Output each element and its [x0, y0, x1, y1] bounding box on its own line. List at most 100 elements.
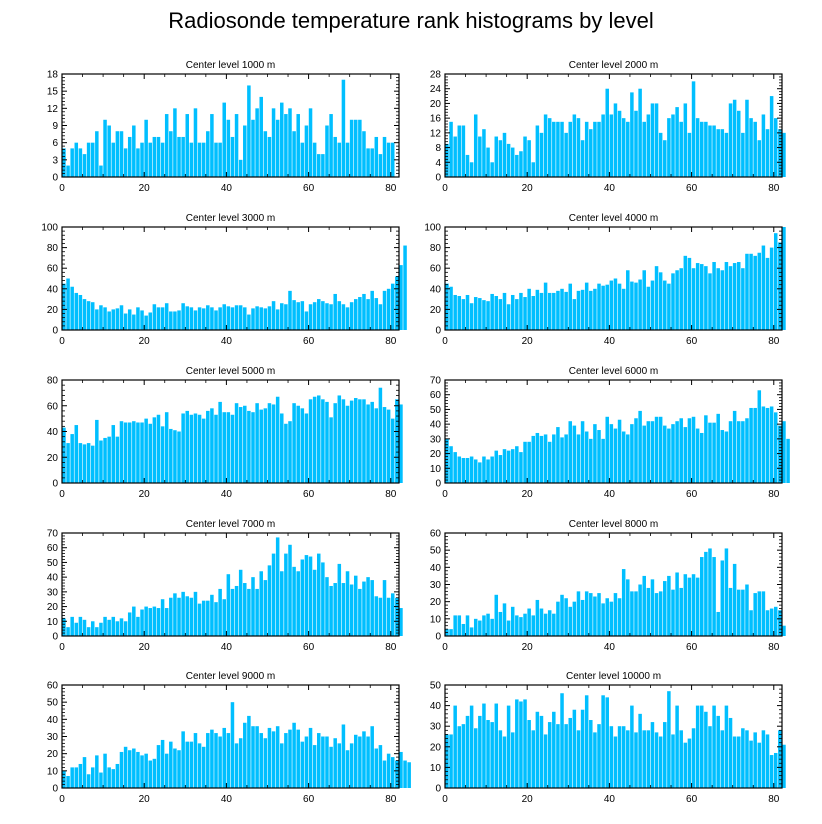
histogram-bar [613, 736, 618, 788]
histogram-bar [177, 136, 181, 177]
histogram-bar [667, 118, 671, 177]
histogram-bar [724, 705, 729, 788]
histogram-bar [189, 597, 194, 636]
histogram-bar [679, 418, 683, 483]
histogram-bar [353, 398, 358, 483]
histogram-bar [148, 312, 153, 330]
histogram-bar [642, 425, 646, 483]
histogram-bar [333, 738, 337, 788]
histogram-bar [312, 142, 317, 177]
histogram-bar [691, 81, 696, 177]
histogram-bar [370, 290, 374, 330]
y-tick-label: 50 [430, 546, 442, 557]
histogram-bar [370, 580, 374, 636]
y-tick-label: 40 [430, 701, 442, 712]
panel-4: Center level 4000 m 0 20 40 60 80 100 0 20 40 60 80 [424, 213, 786, 347]
histogram-bar [457, 125, 462, 177]
histogram-bar [152, 758, 157, 788]
histogram-bar [263, 308, 268, 330]
histogram-bar [560, 288, 564, 330]
histogram-bar [386, 142, 391, 177]
histogram-bar [136, 616, 140, 636]
histogram-bar [732, 99, 737, 177]
histogram-bar [630, 424, 634, 483]
histogram-bar [712, 262, 716, 330]
histogram-bar [728, 103, 733, 177]
histogram-bar [259, 96, 263, 177]
histogram-bar [403, 760, 407, 788]
y-tick-label: 20 [430, 742, 442, 753]
histogram-bar [494, 594, 499, 636]
histogram-bar [691, 574, 696, 636]
histogram-bar [238, 159, 243, 177]
histogram-bar [103, 753, 107, 788]
histogram-bar [515, 299, 519, 330]
histogram-bar [449, 446, 453, 483]
histogram-bar [308, 304, 313, 330]
histogram-bar [708, 422, 712, 483]
histogram-bar [584, 431, 589, 483]
plot-frame [444, 73, 783, 178]
histogram-bar [288, 108, 292, 177]
x-tick-label: 60 [303, 794, 315, 805]
histogram-bar [362, 731, 366, 788]
x-tick-label: 0 [442, 183, 448, 194]
x-tick-label: 40 [604, 489, 616, 500]
histogram-bar [572, 425, 577, 483]
histogram-bar [399, 265, 403, 330]
histogram-bar [683, 255, 688, 330]
histogram-bar [152, 304, 157, 330]
histogram-bar [271, 553, 276, 636]
histogram-bar [457, 296, 462, 330]
histogram-bar [465, 154, 470, 177]
histogram-bar [345, 142, 350, 177]
histogram-bar [222, 727, 226, 788]
histogram-bar [292, 722, 296, 788]
histogram-bar [66, 443, 70, 483]
histogram-bar [478, 715, 482, 788]
histogram-bar [506, 143, 511, 177]
histogram-bar [510, 147, 515, 177]
histogram-bar [374, 596, 379, 636]
histogram-bar [556, 724, 560, 788]
histogram-bar [226, 574, 231, 636]
histogram-bar [177, 597, 181, 636]
histogram-bar [535, 599, 540, 636]
histogram-bar [724, 132, 729, 177]
histogram-bar [78, 294, 83, 330]
x-tick-label: 40 [221, 642, 233, 653]
histogram-bar [152, 417, 157, 483]
histogram-bar [353, 119, 358, 177]
histogram-bar [201, 142, 206, 177]
histogram-bar [390, 418, 395, 483]
histogram-bar [720, 270, 725, 330]
histogram-bar [119, 751, 124, 788]
histogram-bar [267, 727, 272, 788]
histogram-bar [654, 593, 659, 636]
histogram-bar [341, 724, 346, 788]
histogram-bar [337, 743, 342, 788]
histogram-bar [280, 571, 284, 636]
histogram-bar [736, 110, 741, 177]
histogram-bar [457, 456, 462, 483]
histogram-bar [271, 731, 276, 788]
histogram-bar [160, 739, 165, 788]
y-tick-label: 60 [47, 401, 59, 412]
y-tick-label: 0 [52, 173, 58, 184]
panel-title: Center level 7000 m [186, 519, 276, 530]
histogram-bar [773, 412, 778, 483]
histogram-bar [284, 733, 288, 788]
histogram-bar [757, 390, 762, 483]
histogram-bar [778, 242, 782, 330]
y-tick-label: 0 [52, 632, 58, 643]
histogram-bar [349, 400, 354, 483]
histogram-bar [494, 136, 499, 177]
histogram-bar [601, 603, 605, 636]
histogram-bar [560, 437, 564, 483]
histogram-bar [461, 724, 466, 788]
histogram-bar [210, 408, 214, 483]
histogram-bar [671, 114, 675, 177]
histogram-bar [642, 270, 646, 330]
histogram-bar [589, 593, 593, 636]
histogram-bar [609, 280, 614, 330]
